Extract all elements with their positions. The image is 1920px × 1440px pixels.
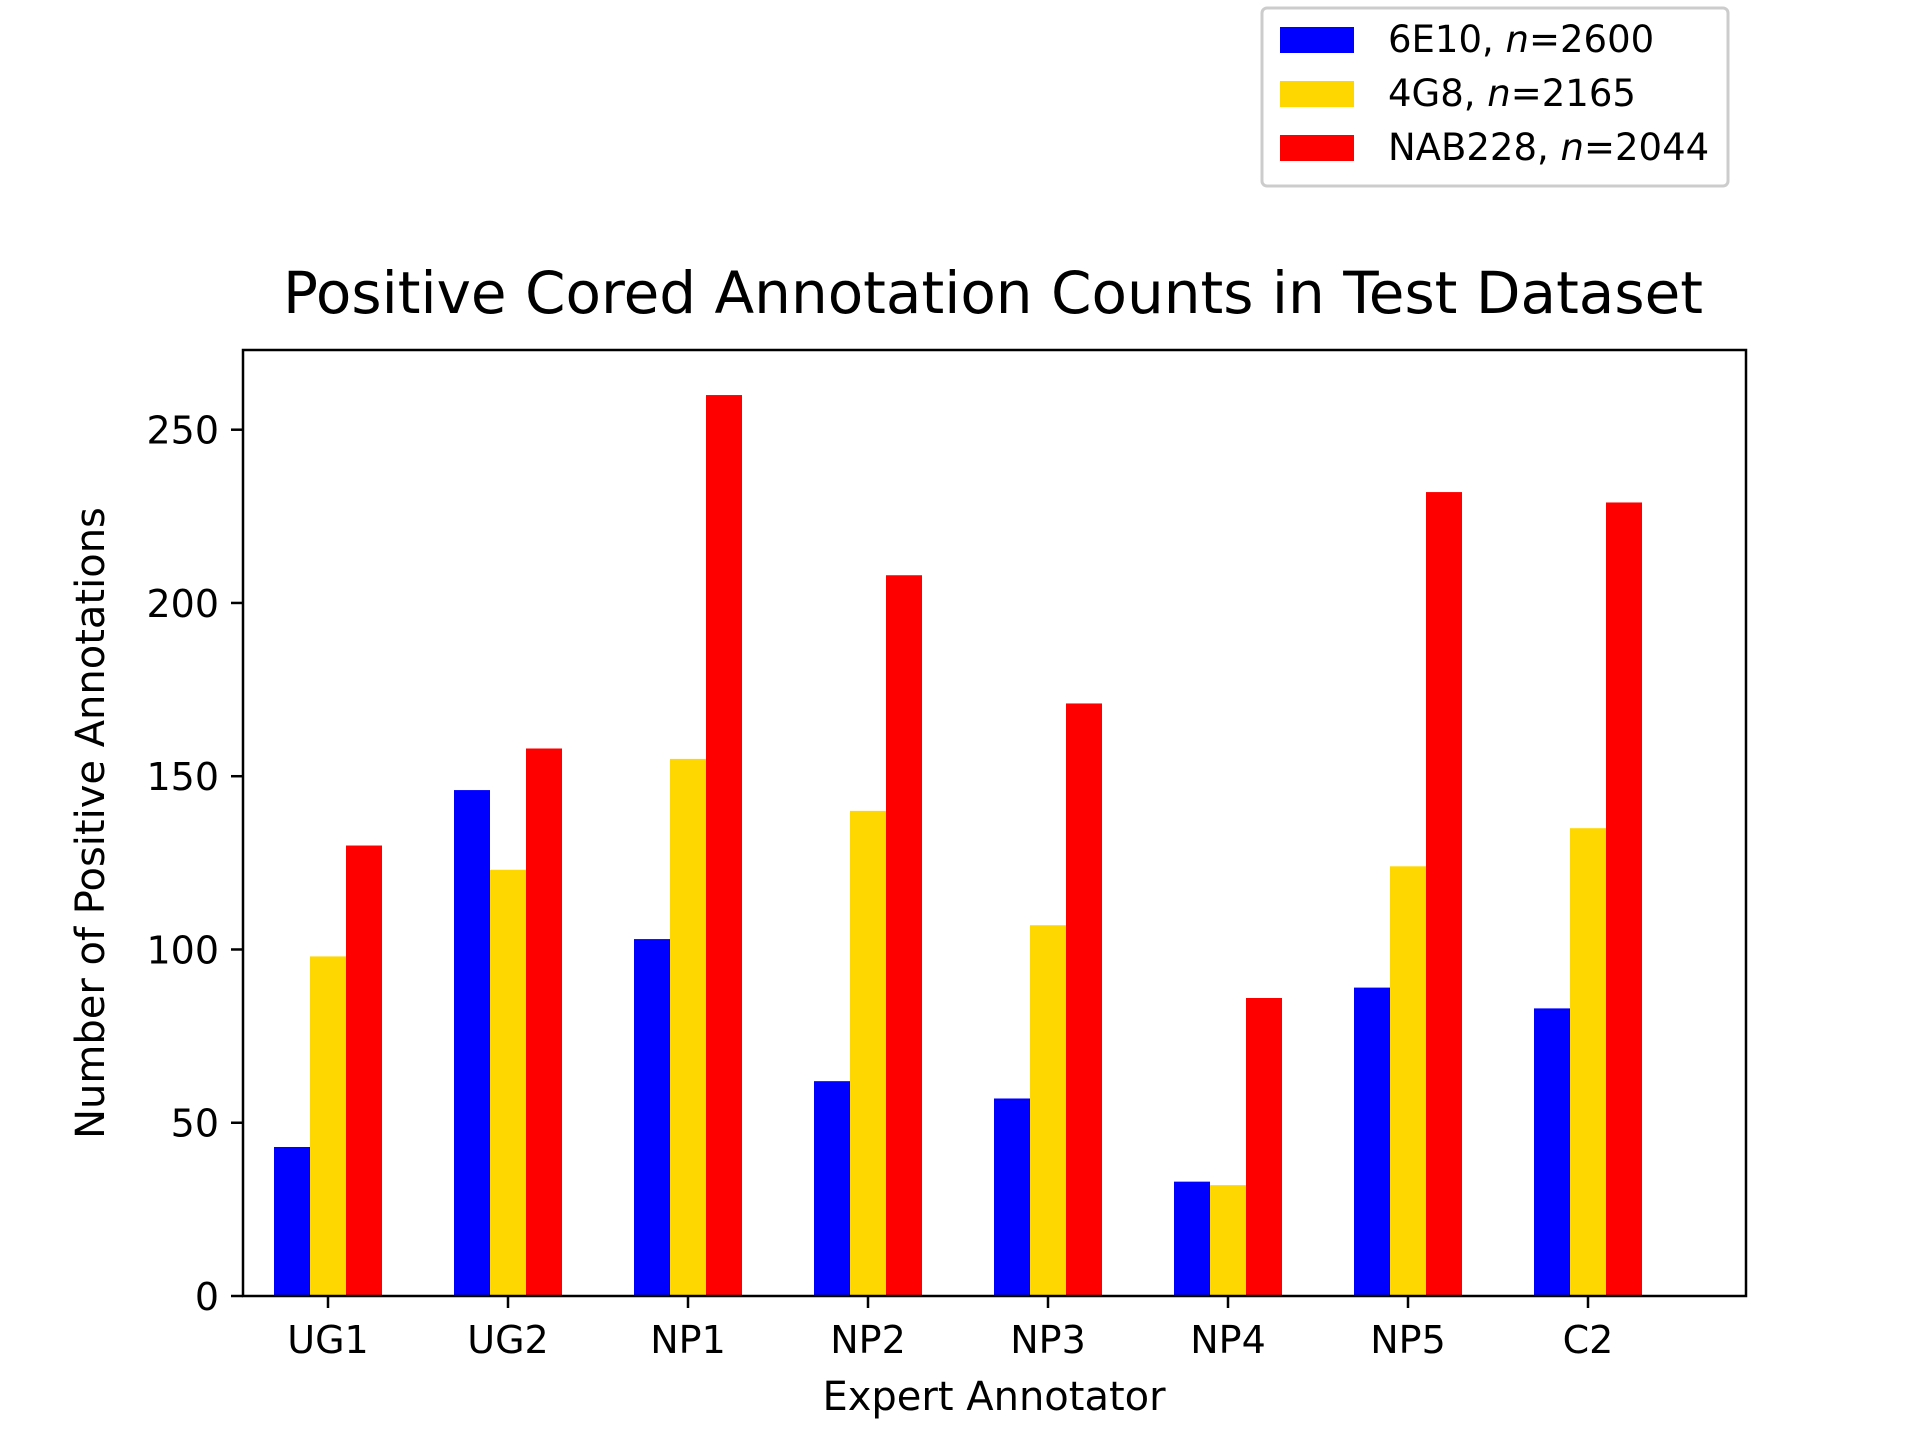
bar-nab228-np3	[1066, 703, 1102, 1296]
bar-nab228-np5	[1426, 492, 1462, 1297]
chart-title: Positive Cored Annotation Counts in Test…	[283, 259, 1703, 327]
x-tick-label: NP2	[830, 1318, 906, 1362]
legend-swatch-4g8	[1280, 81, 1354, 107]
bar-nab228-np1	[706, 395, 742, 1296]
x-tick-label: NP4	[1190, 1318, 1266, 1362]
y-tick-label: 100	[146, 928, 219, 972]
y-tick-label: 150	[146, 755, 219, 799]
y-tick-label: 0	[195, 1275, 219, 1319]
x-tick-label: UG2	[467, 1318, 548, 1362]
bar-4g8-ug2	[490, 869, 526, 1296]
bar-6e10-ug2	[454, 790, 490, 1296]
y-tick-label: 50	[171, 1102, 219, 1146]
bar-6e10-np4	[1174, 1181, 1210, 1296]
legend-label-6e10: 6E10, n=2600	[1388, 18, 1654, 61]
x-tick-label: NP1	[650, 1318, 726, 1362]
x-axis-label: Expert Annotator	[822, 1374, 1166, 1420]
bar-6e10-np5	[1354, 987, 1390, 1296]
bar-4g8-np3	[1030, 925, 1066, 1296]
bar-nab228-np2	[886, 575, 922, 1296]
x-tick-label: NP3	[1010, 1318, 1086, 1362]
bar-6e10-ug1	[274, 1146, 310, 1296]
bar-6e10-c2	[1534, 1008, 1570, 1296]
bar-6e10-np3	[994, 1098, 1030, 1296]
bar-nab228-c2	[1606, 502, 1642, 1296]
y-axis-label: Number of Positive Annotations	[68, 507, 114, 1139]
bar-6e10-np2	[814, 1081, 850, 1296]
legend-frame	[1260, 6, 1730, 188]
legend-swatch-nab228	[1280, 135, 1354, 161]
x-tick-label: NP5	[1370, 1318, 1446, 1362]
y-tick-label: 200	[146, 582, 219, 626]
legend-label-4g8: 4G8, n=2165	[1388, 72, 1636, 115]
bar-4g8-ug1	[310, 956, 346, 1296]
bar-nab228-ug1	[346, 845, 382, 1296]
y-axis-ticks: 0 50 100 150 200 250	[146, 409, 243, 1319]
legend: 6E10, n=2600 4G8, n=2165 NAB228, n=2044	[1260, 6, 1730, 188]
legend-swatch-6e10	[1280, 27, 1354, 53]
bar-4g8-np4	[1210, 1185, 1246, 1296]
bar-4g8-np5	[1390, 866, 1426, 1296]
x-tick-label: C2	[1563, 1318, 1614, 1362]
x-axis-ticks: UG1 UG2 NP1 NP2 NP3 NP4 NP5 C2	[287, 1296, 1613, 1362]
bar-4g8-np1	[670, 758, 706, 1296]
legend-label-nab228: NAB228, n=2044	[1388, 126, 1709, 169]
bar-nab228-np4	[1246, 997, 1282, 1296]
bar-nab228-ug2	[526, 748, 562, 1296]
bars-group	[274, 395, 1642, 1297]
bar-4g8-c2	[1570, 828, 1606, 1296]
x-tick-label: UG1	[287, 1318, 368, 1362]
bar-6e10-np1	[634, 939, 670, 1296]
bar-4g8-np2	[850, 810, 886, 1296]
plot-area-frame	[241, 348, 1748, 1298]
y-tick-label: 250	[146, 409, 219, 453]
